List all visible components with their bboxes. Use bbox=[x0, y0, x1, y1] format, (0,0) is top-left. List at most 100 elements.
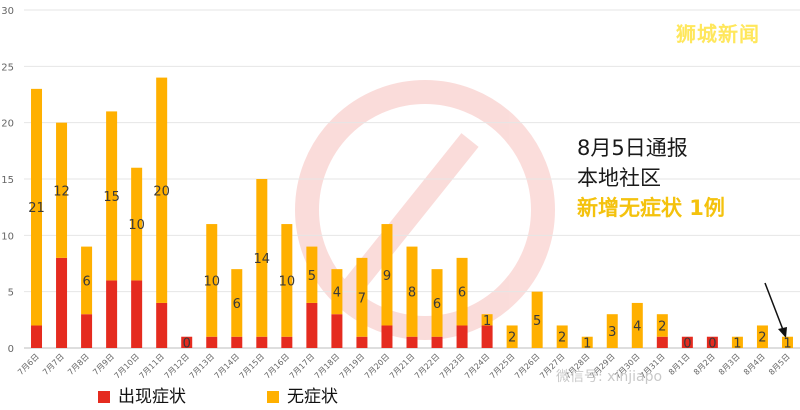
bar-symptomatic bbox=[281, 336, 293, 348]
bar-symptomatic bbox=[231, 336, 243, 348]
x-tick-label: 7月12日 bbox=[163, 352, 191, 380]
bar-symptomatic bbox=[56, 257, 68, 348]
bar-asymptomatic bbox=[631, 302, 643, 348]
legend-swatch-asymptomatic bbox=[267, 391, 279, 403]
bar-symptomatic bbox=[106, 280, 118, 348]
annotation-text: 8月5日通报 本地社区 新增无症状 1例 bbox=[577, 133, 725, 223]
bar-asymptomatic bbox=[581, 336, 593, 348]
bar-asymptomatic bbox=[606, 314, 618, 348]
bar-symptomatic bbox=[681, 336, 693, 348]
data-label-asymptomatic: 5 bbox=[308, 269, 316, 284]
x-tick-label: 7月7日 bbox=[41, 352, 66, 377]
data-label-asymptomatic: 14 bbox=[254, 252, 271, 267]
data-label-asymptomatic: 21 bbox=[28, 201, 45, 216]
annotation-line-3: 新增无症状 1例 bbox=[577, 196, 725, 220]
x-tick-label: 8月1日 bbox=[667, 352, 692, 377]
data-label-asymptomatic: 6 bbox=[82, 274, 90, 289]
data-label-asymptomatic: 4 bbox=[333, 286, 341, 301]
bar-asymptomatic bbox=[556, 325, 568, 348]
data-label-asymptomatic: 0 bbox=[183, 336, 191, 351]
data-label-asymptomatic: 2 bbox=[758, 331, 766, 346]
bar-asymptomatic bbox=[781, 336, 793, 348]
data-label-asymptomatic: 0 bbox=[708, 336, 716, 351]
data-label-asymptomatic: 1 bbox=[783, 336, 791, 351]
y-tick-label: 10 bbox=[1, 231, 14, 242]
annotation-arrow bbox=[764, 282, 787, 338]
legend-label-asymptomatic: 无症状 bbox=[287, 387, 338, 407]
x-tick-label: 7月8日 bbox=[66, 352, 91, 377]
bar-symptomatic bbox=[81, 314, 93, 348]
y-tick-label: 15 bbox=[1, 175, 14, 186]
data-label-asymptomatic: 2 bbox=[508, 331, 516, 346]
bar-asymptomatic bbox=[131, 167, 143, 281]
bar-symptomatic bbox=[706, 336, 718, 348]
bar-asymptomatic bbox=[331, 269, 343, 315]
data-label-asymptomatic: 1 bbox=[583, 336, 591, 351]
data-label-asymptomatic: 6 bbox=[458, 286, 466, 301]
annotation-line-2: 本地社区 bbox=[577, 166, 661, 190]
bar-symptomatic bbox=[431, 336, 443, 348]
bar-asymptomatic bbox=[506, 325, 518, 348]
y-tick-label: 30 bbox=[1, 6, 14, 17]
legend-symptomatic: 出现症状 bbox=[98, 382, 186, 407]
x-tick-label: 7月14日 bbox=[213, 352, 241, 380]
data-label-asymptomatic: 1 bbox=[733, 336, 741, 351]
bar-asymptomatic bbox=[281, 224, 293, 337]
x-tick-label: 7月25日 bbox=[488, 352, 516, 380]
data-label-asymptomatic: 8 bbox=[408, 286, 416, 301]
bar-symptomatic bbox=[481, 325, 493, 348]
x-tick-label: 7月10日 bbox=[113, 352, 141, 380]
x-tick-label: 7月21日 bbox=[388, 352, 416, 380]
watermark-logo bbox=[295, 80, 555, 340]
x-tick-label: 7月17日 bbox=[288, 352, 316, 380]
x-tick-label: 7月22日 bbox=[413, 352, 441, 380]
bar-asymptomatic bbox=[31, 88, 43, 326]
bar-symptomatic bbox=[356, 336, 368, 348]
x-tick-label: 7月6日 bbox=[16, 352, 41, 377]
annotation-line-1: 8月5日通报 bbox=[577, 136, 688, 160]
bar-asymptomatic bbox=[231, 269, 243, 337]
legend-swatch-symptomatic bbox=[98, 391, 110, 403]
y-tick-label: 25 bbox=[1, 62, 14, 73]
bar-asymptomatic bbox=[306, 246, 318, 303]
brand-logo-text: 狮城新闻 bbox=[676, 22, 760, 46]
watermark-text: 微信号: xinjiapo bbox=[556, 369, 663, 385]
data-label-asymptomatic: 9 bbox=[383, 269, 391, 284]
bar-symptomatic bbox=[331, 314, 343, 348]
bar-symptomatic bbox=[206, 336, 218, 348]
data-label-asymptomatic: 10 bbox=[128, 218, 145, 233]
bar-symptomatic bbox=[456, 325, 468, 348]
bar-symptomatic bbox=[256, 336, 268, 348]
y-tick-label: 20 bbox=[1, 119, 14, 130]
bar-symptomatic bbox=[131, 280, 143, 348]
bar-asymptomatic bbox=[81, 246, 93, 315]
bar-asymptomatic bbox=[256, 179, 268, 337]
x-tick-label: 7月19日 bbox=[338, 352, 366, 380]
data-label-asymptomatic: 15 bbox=[103, 190, 120, 205]
data-label-asymptomatic: 20 bbox=[153, 184, 170, 199]
bar-asymptomatic bbox=[656, 314, 668, 337]
bar-asymptomatic bbox=[381, 224, 393, 326]
bar-symptomatic bbox=[406, 336, 418, 348]
bar-asymptomatic bbox=[356, 257, 368, 337]
data-label-asymptomatic: 6 bbox=[233, 297, 241, 312]
bar-symptomatic bbox=[156, 302, 168, 348]
data-label-asymptomatic: 2 bbox=[558, 331, 566, 346]
x-tick-label: 8月2日 bbox=[692, 352, 717, 377]
bar-symptomatic bbox=[181, 336, 193, 348]
bar-symptomatic bbox=[31, 325, 43, 348]
y-tick-label: 0 bbox=[8, 344, 14, 355]
x-tick-label: 8月5日 bbox=[767, 352, 792, 377]
bar-symptomatic bbox=[656, 336, 668, 348]
data-label-asymptomatic: 4 bbox=[633, 319, 641, 334]
bar-symptomatic bbox=[381, 325, 393, 348]
bar-asymptomatic bbox=[531, 291, 543, 348]
data-label-asymptomatic: 3 bbox=[608, 325, 616, 340]
data-label-asymptomatic: 6 bbox=[433, 297, 441, 312]
x-tick-label: 7月26日 bbox=[513, 352, 541, 380]
data-label-asymptomatic: 1 bbox=[483, 314, 491, 329]
bar-asymptomatic bbox=[731, 336, 743, 348]
x-tick-label: 7月18日 bbox=[313, 352, 341, 380]
data-label-asymptomatic: 7 bbox=[358, 291, 366, 306]
